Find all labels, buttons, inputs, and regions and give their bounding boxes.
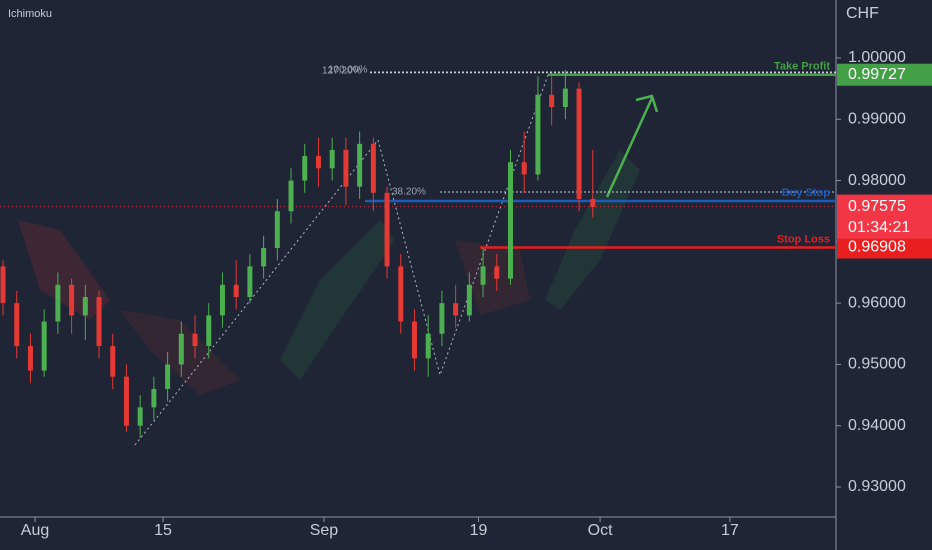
candle-body xyxy=(480,266,486,285)
candle-body xyxy=(302,156,308,181)
price-tag xyxy=(837,236,932,259)
candle-body xyxy=(521,162,527,175)
level-name: Buy Stop xyxy=(782,187,831,199)
candle-body xyxy=(55,284,61,322)
price-tag xyxy=(837,63,932,86)
y-tick-label: 1.00000 xyxy=(848,49,906,66)
candle-body xyxy=(178,333,184,365)
candle-body xyxy=(398,266,404,322)
y-axis-label: CHF xyxy=(846,5,879,22)
candle-body xyxy=(329,149,335,169)
fib-trend xyxy=(134,74,549,446)
candle-body xyxy=(165,364,171,389)
candle-body xyxy=(590,198,596,207)
candle-body xyxy=(494,266,500,279)
candle-body xyxy=(357,143,363,187)
cloud xyxy=(18,220,110,320)
current-price-tag xyxy=(837,194,932,239)
level-name: Take Profit xyxy=(774,61,830,73)
candle-body xyxy=(192,333,198,347)
level-name: Stop Loss xyxy=(777,233,830,245)
candle-body xyxy=(96,297,102,347)
cloud xyxy=(545,150,640,310)
price-tag-label: 0.99727 xyxy=(848,66,906,83)
countdown-label: 01:34:21 xyxy=(848,219,910,236)
candle-body xyxy=(82,297,88,316)
candle-body xyxy=(247,266,253,298)
y-tick-label: 0.94000 xyxy=(848,417,906,434)
x-tick-label: Oct xyxy=(588,522,613,539)
current-price-label: 0.97575 xyxy=(848,198,906,215)
candle-body xyxy=(411,321,417,359)
target-arrow xyxy=(605,94,659,198)
candle-body xyxy=(219,284,225,316)
candle-body xyxy=(261,247,267,267)
candle-body xyxy=(110,346,116,377)
candle-body xyxy=(384,192,390,267)
candle-body xyxy=(274,211,280,248)
fib-label: 38.20% xyxy=(392,187,426,198)
candle-body xyxy=(206,315,212,347)
y-tick-label: 0.96000 xyxy=(848,294,906,311)
candle-body xyxy=(123,376,129,426)
candle-body xyxy=(0,266,6,304)
candle-body xyxy=(453,303,459,316)
candle-body xyxy=(288,180,294,212)
candle-body xyxy=(27,346,33,371)
y-tick-label: 0.99000 xyxy=(848,110,906,127)
candle-body xyxy=(315,156,321,169)
indicator-label: Ichimoku xyxy=(8,8,52,20)
candle-body xyxy=(562,88,568,108)
candle-body xyxy=(370,143,376,193)
y-tick-label: 0.98000 xyxy=(848,172,906,189)
candle-body xyxy=(425,333,431,359)
candle-body xyxy=(439,303,445,334)
x-tick-label: Aug xyxy=(21,522,49,539)
price-tag-label: 0.96908 xyxy=(848,239,906,256)
cloud xyxy=(280,220,395,380)
candle-body xyxy=(151,388,157,408)
candle-body xyxy=(343,149,349,187)
x-tick-label: 15 xyxy=(154,522,172,539)
candle-body xyxy=(137,407,143,426)
candle-body xyxy=(69,284,75,316)
candle-body xyxy=(549,94,555,108)
candle-body xyxy=(466,284,472,316)
candle-body xyxy=(41,321,47,371)
x-tick-label: 19 xyxy=(470,522,488,539)
candle-body xyxy=(576,88,582,199)
x-tick-label: 17 xyxy=(721,522,739,539)
candle-body xyxy=(535,94,541,175)
y-tick-label: 0.95000 xyxy=(848,356,906,373)
x-tick-label: Sep xyxy=(310,522,339,539)
candle-body xyxy=(507,162,513,279)
candle-body xyxy=(14,303,20,347)
y-tick-label: 0.93000 xyxy=(848,478,906,495)
fib-label: 100.00% xyxy=(328,65,368,76)
fib-label: 127.20% xyxy=(322,65,362,76)
candle-body xyxy=(233,284,239,298)
